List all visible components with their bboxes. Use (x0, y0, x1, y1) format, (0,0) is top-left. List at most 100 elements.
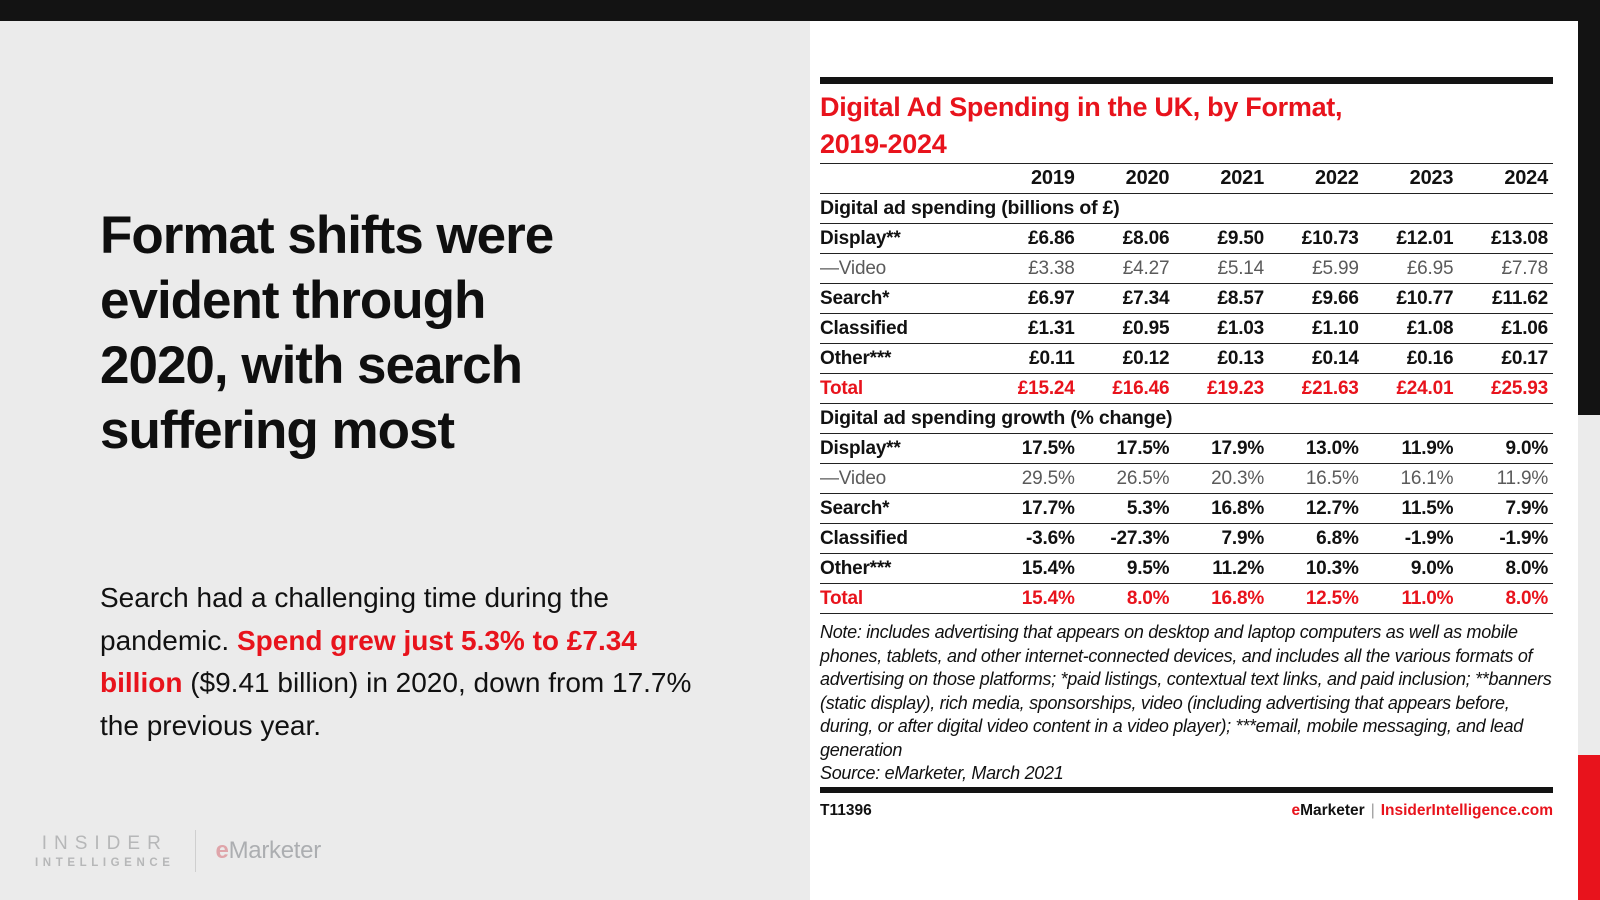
table-cell: £1.31 (1028, 317, 1075, 339)
table-cell: -3.6% (1026, 527, 1075, 549)
table-cell: 11.2% (1212, 557, 1265, 579)
row-label: Other*** (820, 347, 892, 369)
chart-bottom-rule (820, 787, 1553, 793)
table-cell: 5.3% (1126, 497, 1170, 519)
table-row: Other*** £0.11 £0.12 £0.13 £0.14 £0.16 £0.17 (820, 343, 1553, 373)
table-cell: £7.34 (1122, 287, 1170, 309)
row-label: —Video (820, 257, 887, 279)
source-text: Source: eMarketer, March 2021 (820, 763, 1064, 783)
right-edge-gray-strip (1578, 415, 1600, 755)
table-cell: £8.57 (1217, 287, 1265, 309)
table-cell: £4.27 (1122, 257, 1170, 279)
table-cell: 9.0% (1410, 557, 1454, 579)
table-cell: £7.78 (1501, 257, 1549, 279)
table-cell: 16.1% (1400, 467, 1454, 489)
table-cell: £1.10 (1312, 317, 1359, 339)
table-cell: £1.06 (1501, 317, 1549, 339)
right-edge-red-strip (1578, 755, 1600, 900)
row-label: Display** (820, 437, 901, 459)
left-text-panel: Format shifts were evident through 2020,… (0, 21, 810, 900)
table-cell: 11.5% (1401, 497, 1454, 519)
table-cell: 10.3% (1305, 557, 1359, 579)
body-text-after: ($9.41 billion) in 2020, down from 17.7%… (100, 667, 692, 741)
table-cell: 11.0% (1401, 587, 1454, 609)
table-cell: 9.0% (1505, 437, 1549, 459)
insider-logo-line2: INTELLIGENCE (35, 857, 175, 869)
table-cell: £0.17 (1501, 347, 1549, 369)
row-label: Other*** (820, 557, 892, 579)
table-cell: 8.0% (1126, 587, 1170, 609)
table-cell: £16.46 (1112, 377, 1170, 399)
table-cell: £8.06 (1122, 227, 1170, 249)
table-cell: £15.24 (1017, 377, 1075, 399)
table-cell: 12.7% (1305, 497, 1359, 519)
table-cell: £6.97 (1028, 287, 1075, 309)
table-cell: 20.3% (1211, 467, 1265, 489)
table-cell: 17.5% (1021, 437, 1075, 459)
chart-title-line1: Digital Ad Spending in the UK, by Format… (820, 92, 1343, 122)
row-label: Classified (820, 527, 908, 549)
table-cell: £9.66 (1312, 287, 1359, 309)
chart-footer: T11396 eMarketer | InsiderIntelligence.com (820, 787, 1553, 820)
table-cell: 9.5% (1126, 557, 1170, 579)
note-text: Note: includes advertising that appears … (820, 622, 1552, 760)
section-header: Digital ad spending growth (% change) (820, 403, 1553, 433)
top-black-bar (0, 0, 1600, 21)
table-cell: £13.08 (1491, 227, 1549, 249)
table-cell: 13.0% (1305, 437, 1359, 459)
year-header: 2023 (1409, 167, 1454, 189)
year-header: 2020 (1125, 167, 1170, 189)
table-cell: £5.99 (1312, 257, 1359, 279)
table-row: —Video 29.5% 26.5% 20.3% 16.5% 16.1% 11.9% (820, 463, 1553, 493)
table-cell: 12.5% (1305, 587, 1359, 609)
table-cell: 8.0% (1505, 587, 1549, 609)
insider-intelligence-link[interactable]: InsiderIntelligence.com (1380, 802, 1553, 819)
chart-id: T11396 (820, 802, 872, 819)
table-row: Display** 17.5% 17.5% 17.9% 13.0% 11.9% 9.0% (820, 433, 1553, 463)
table-cell: -1.9% (1404, 527, 1454, 549)
year-header: 2019 (1030, 167, 1075, 189)
table-cell: £0.13 (1217, 347, 1265, 369)
row-label: Total (820, 587, 863, 609)
footer-emarketer-e: e (1291, 802, 1301, 819)
table-cell: 7.9% (1221, 527, 1265, 549)
footer-brand: eMarketer | InsiderIntelligence.com (1291, 802, 1553, 820)
table-cell: £25.93 (1491, 377, 1549, 399)
table-row: Other*** 15.4% 9.5% 11.2% 10.3% 9.0% 8.0% (820, 553, 1553, 583)
table-cell: 17.5% (1116, 437, 1170, 459)
year-header: 2022 (1314, 167, 1359, 189)
year-header: 2024 (1504, 167, 1549, 189)
table-cell: 11.9% (1401, 437, 1454, 459)
table-cell: £0.16 (1406, 347, 1454, 369)
table-cell: £1.03 (1217, 317, 1265, 339)
table-cell: 15.4% (1021, 557, 1075, 579)
chart-note: Note: includes advertising that appears … (820, 614, 1553, 786)
table-cell: 17.7% (1021, 497, 1075, 519)
table-cell: £11.62 (1492, 287, 1549, 309)
table-cell: 16.8% (1211, 497, 1265, 519)
row-label: Search* (820, 497, 890, 519)
chart-title-line2: 2019-2024 (820, 129, 947, 159)
table-cell: -1.9% (1499, 527, 1549, 549)
row-label: Search* (820, 287, 890, 309)
emarketer-logo-rest: Marketer (228, 837, 322, 864)
table-cell: £3.38 (1028, 257, 1075, 279)
year-header-row: 2019 2020 2021 2022 2023 2024 (820, 163, 1553, 193)
table-row: Total 15.4% 8.0% 16.8% 12.5% 11.0% 8.0% (820, 583, 1553, 613)
table-cell: -27.3% (1110, 527, 1170, 549)
table-cell: £0.11 (1029, 347, 1075, 369)
logo-divider (194, 830, 196, 872)
table-cell: £10.77 (1396, 287, 1454, 309)
body-text-highlight: Spend grew just 5.3% to £7.34 billion (100, 624, 637, 699)
table-cell: 8.0% (1505, 557, 1549, 579)
table-cell: £5.14 (1217, 257, 1265, 279)
table-cell: £10.73 (1301, 227, 1359, 249)
table-cell: 11.9% (1496, 467, 1549, 489)
data-table: 2019 2020 2021 2022 2023 2024 Digital ad spend… (820, 163, 1553, 614)
table-cell: £21.63 (1301, 377, 1359, 399)
table-cell: 7.9% (1505, 497, 1549, 519)
chart-title: Digital Ad Spending in the UK, by Format… (820, 84, 1553, 163)
table-row: Display** £6.86 £8.06 £9.50 £10.73 £12.01 £13.… (820, 223, 1553, 253)
table-row: Classified £1.31 £0.95 £1.03 £1.10 £1.08 £1.06 (820, 313, 1553, 343)
table-cell: £12.01 (1396, 227, 1454, 249)
